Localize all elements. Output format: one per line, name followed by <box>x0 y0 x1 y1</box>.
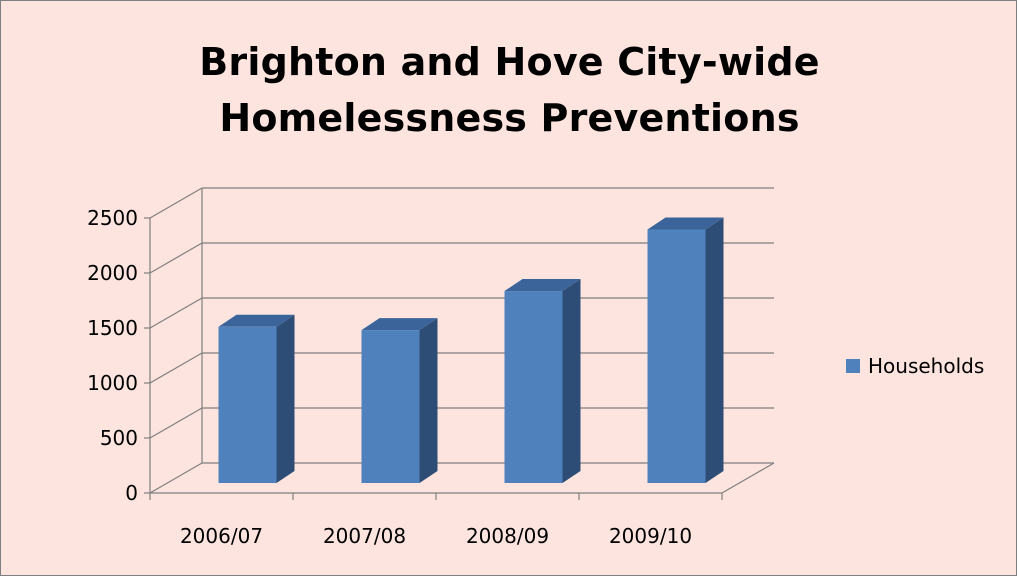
bars <box>218 217 724 483</box>
bar-side <box>419 318 438 483</box>
bar-top <box>361 318 438 331</box>
bar-2008/09 <box>504 279 581 483</box>
x-tick-label: 2006/07 <box>180 524 263 548</box>
gridline-side <box>149 407 203 439</box>
bar-front <box>218 326 277 483</box>
y-tick-label: 2000 <box>87 261 138 285</box>
y-tick-label: 1500 <box>87 316 138 340</box>
bar-front <box>361 330 420 483</box>
bar-2009/10 <box>647 217 724 483</box>
gridline-side <box>149 297 203 329</box>
bar-front <box>504 291 563 483</box>
floor-right-edge <box>721 462 775 494</box>
bar-top <box>504 279 581 292</box>
y-tick-label: 2500 <box>87 206 138 230</box>
x-axis-tick-labels: 2006/07 2007/08 2008/09 2009/10 <box>149 493 723 548</box>
bar-side <box>562 279 581 483</box>
bar-side <box>276 314 295 483</box>
y-tick-label: 1000 <box>87 371 138 395</box>
bar-2007/08 <box>361 318 438 483</box>
gridline-side <box>149 352 203 384</box>
bar-side <box>705 217 724 483</box>
bar-top <box>647 217 724 230</box>
bar-front <box>647 229 706 483</box>
x-tick-label: 2008/09 <box>466 524 549 548</box>
x-tick-label: 2009/10 <box>609 524 692 548</box>
gridline-side <box>149 242 203 274</box>
gridline-side <box>149 187 203 219</box>
gridline-side <box>149 462 203 494</box>
y-tick-label: 500 <box>100 426 138 450</box>
bar-2006/07 <box>218 314 295 483</box>
legend: Households <box>846 354 984 378</box>
y-axis-tick-labels: 0 500 1000 1500 2000 2500 <box>87 206 138 505</box>
chart-title-line-2: Homelessness Preventions <box>219 96 800 140</box>
legend-label-households: Households <box>868 354 985 378</box>
chart-title-line-1: Brighton and Hove City-wide <box>199 40 820 84</box>
y-tick-label: 0 <box>125 481 138 505</box>
legend-swatch-households <box>846 359 860 373</box>
bar-top <box>218 314 295 327</box>
x-tick-label: 2007/08 <box>323 524 406 548</box>
